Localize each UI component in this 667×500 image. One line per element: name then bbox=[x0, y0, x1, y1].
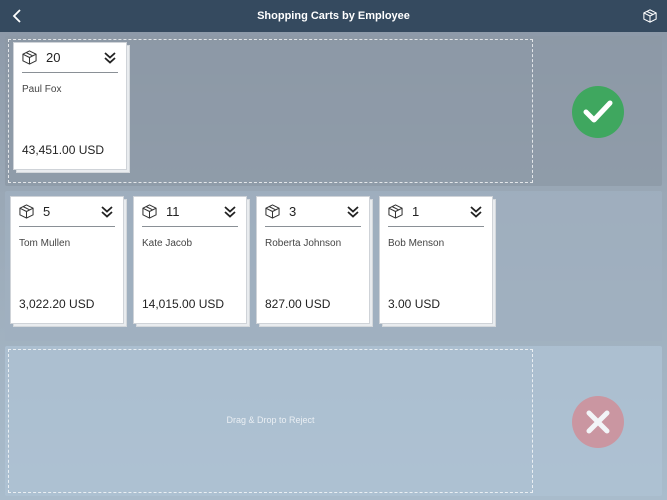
cart-card[interactable]: 3 Roberta Johnson 827.00 USD bbox=[256, 196, 370, 324]
double-chevron-down-icon bbox=[470, 205, 482, 218]
cart-count: 11 bbox=[166, 204, 180, 219]
cart-card-header: 11 bbox=[142, 197, 238, 227]
reject-drop-area bbox=[8, 349, 533, 493]
cart-card[interactable]: 5 Tom Mullen 3,022.20 USD bbox=[10, 196, 124, 324]
back-button[interactable] bbox=[8, 6, 26, 26]
cart-amount: 3,022.20 USD bbox=[19, 297, 95, 311]
employee-name: Kate Jacob bbox=[142, 238, 193, 249]
cart-count: 3 bbox=[289, 204, 297, 219]
cart-card-stack: 20 Paul Fox 43,451.00 USD bbox=[13, 42, 130, 173]
reject-drop-label: Drag & Drop to Reject bbox=[226, 415, 315, 425]
reject-drop-zone[interactable]: Drag & Drop to Reject bbox=[5, 346, 662, 496]
box-icon bbox=[388, 204, 404, 220]
box-icon bbox=[643, 9, 657, 23]
approve-indicator bbox=[572, 86, 624, 138]
expand-button[interactable] bbox=[347, 204, 361, 220]
cart-card-stack: 5 Tom Mullen 3,022.20 USD bbox=[10, 196, 127, 327]
employee-name: Tom Mullen bbox=[19, 238, 71, 249]
cart-overview-button[interactable] bbox=[641, 7, 659, 25]
box-icon bbox=[19, 204, 35, 220]
checkmark-icon bbox=[583, 100, 613, 123]
cart-amount: 827.00 USD bbox=[265, 297, 331, 311]
box-icon bbox=[265, 204, 281, 220]
pending-carts-zone: 5 Tom Mullen 3,022.20 USD 11 Kate Jacob bbox=[5, 191, 662, 341]
cart-amount: 43,451.00 USD bbox=[22, 143, 105, 157]
cart-card[interactable]: 11 Kate Jacob 14,015.00 USD bbox=[133, 196, 247, 324]
double-chevron-down-icon bbox=[101, 205, 113, 218]
cart-card-stack: 3 Roberta Johnson 827.00 USD bbox=[256, 196, 373, 327]
employee-name: Paul Fox bbox=[22, 84, 62, 95]
cart-card[interactable]: 1 Bob Menson 3.00 USD bbox=[379, 196, 493, 324]
cart-count: 5 bbox=[43, 204, 51, 219]
employee-name: Roberta Johnson bbox=[265, 238, 342, 249]
double-chevron-down-icon bbox=[104, 51, 116, 64]
cart-card-header: 5 bbox=[19, 197, 115, 227]
cart-count: 20 bbox=[46, 50, 61, 65]
cart-card-header: 1 bbox=[388, 197, 484, 227]
cart-card[interactable]: 20 Paul Fox 43,451.00 USD bbox=[13, 42, 127, 170]
box-icon bbox=[22, 50, 38, 66]
expand-button[interactable] bbox=[224, 204, 238, 220]
box-icon bbox=[142, 204, 158, 220]
cart-card-stack: 1 Bob Menson 3.00 USD bbox=[379, 196, 496, 327]
expand-button[interactable] bbox=[104, 50, 118, 66]
expand-button[interactable] bbox=[101, 204, 115, 220]
app-header: Shopping Carts by Employee bbox=[0, 0, 667, 32]
cart-count: 1 bbox=[412, 204, 420, 219]
reject-indicator bbox=[572, 396, 624, 448]
double-chevron-down-icon bbox=[347, 205, 359, 218]
cart-card-header: 20 bbox=[22, 43, 118, 73]
cart-card-header: 3 bbox=[265, 197, 361, 227]
approve-drop-zone[interactable]: 20 Paul Fox 43,451.00 USD bbox=[5, 36, 662, 186]
double-chevron-down-icon bbox=[224, 205, 236, 218]
close-icon bbox=[586, 410, 610, 434]
page-title: Shopping Carts by Employee bbox=[257, 10, 410, 22]
expand-button[interactable] bbox=[470, 204, 484, 220]
employee-name: Bob Menson bbox=[388, 238, 445, 249]
cart-card-stack: 11 Kate Jacob 14,015.00 USD bbox=[133, 196, 250, 327]
approve-drop-area bbox=[8, 39, 533, 183]
chevron-left-icon bbox=[12, 9, 21, 23]
cart-amount: 3.00 USD bbox=[388, 297, 441, 311]
cart-amount: 14,015.00 USD bbox=[142, 297, 225, 311]
